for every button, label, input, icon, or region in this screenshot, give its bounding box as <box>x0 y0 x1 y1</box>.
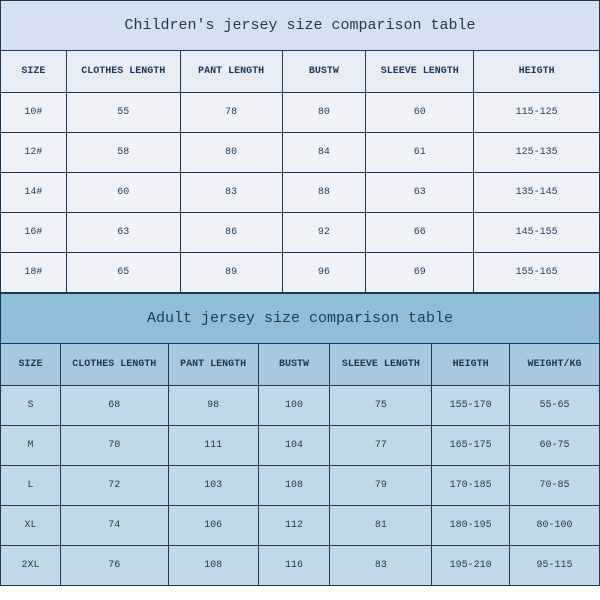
children-table: Children's jersey size comparison table … <box>0 0 600 293</box>
adult-cell: 180-195 <box>432 506 510 546</box>
children-header-cell: BUSTW <box>282 51 366 93</box>
adult-cell: 2XL <box>1 546 61 586</box>
adult-cell: 68 <box>60 386 168 426</box>
children-cell: 12# <box>1 133 67 173</box>
children-cell: 89 <box>180 253 282 293</box>
adult-cell: 83 <box>330 546 432 586</box>
adult-header-cell: PANT LENGTH <box>168 344 258 386</box>
table-row: 18#65899669155-165 <box>1 253 600 293</box>
children-cell: 14# <box>1 173 67 213</box>
adult-cell: 74 <box>60 506 168 546</box>
children-cell: 66 <box>366 213 474 253</box>
adult-table: Adult jersey size comparison table SIZEC… <box>0 293 600 586</box>
children-header-cell: PANT LENGTH <box>180 51 282 93</box>
children-header-row: SIZECLOTHES LENGTHPANT LENGTHBUSTWSLEEVE… <box>1 51 600 93</box>
adult-cell: 170-185 <box>432 466 510 506</box>
table-row: 14#60838863135-145 <box>1 173 600 213</box>
children-cell: 63 <box>366 173 474 213</box>
children-title: Children's jersey size comparison table <box>1 1 600 51</box>
children-cell: 60 <box>66 173 180 213</box>
children-cell: 16# <box>1 213 67 253</box>
adult-cell: 60-75 <box>510 426 600 466</box>
adult-cell: 75 <box>330 386 432 426</box>
adult-cell: 195-210 <box>432 546 510 586</box>
adult-cell: 72 <box>60 466 168 506</box>
children-cell: 10# <box>1 93 67 133</box>
children-cell: 86 <box>180 213 282 253</box>
children-header-cell: SIZE <box>1 51 67 93</box>
adult-cell: 106 <box>168 506 258 546</box>
children-cell: 18# <box>1 253 67 293</box>
children-cell: 135-145 <box>474 173 600 213</box>
adult-cell: 95-115 <box>510 546 600 586</box>
children-cell: 65 <box>66 253 180 293</box>
table-row: XL7410611281180-19580-100 <box>1 506 600 546</box>
adult-cell: 111 <box>168 426 258 466</box>
adult-header-cell: CLOTHES LENGTH <box>60 344 168 386</box>
children-cell: 92 <box>282 213 366 253</box>
children-cell: 83 <box>180 173 282 213</box>
adult-header-cell: BUSTW <box>258 344 330 386</box>
children-cell: 69 <box>366 253 474 293</box>
adult-cell: 104 <box>258 426 330 466</box>
adult-cell: 165-175 <box>432 426 510 466</box>
adult-cell: M <box>1 426 61 466</box>
adult-header-row: SIZECLOTHES LENGTHPANT LENGTHBUSTWSLEEVE… <box>1 344 600 386</box>
adult-cell: 79 <box>330 466 432 506</box>
adult-cell: 98 <box>168 386 258 426</box>
adult-cell: 116 <box>258 546 330 586</box>
adult-cell: L <box>1 466 61 506</box>
children-cell: 58 <box>66 133 180 173</box>
adult-cell: 77 <box>330 426 432 466</box>
adult-cell: 70-85 <box>510 466 600 506</box>
adult-header-cell: WEIGHT/KG <box>510 344 600 386</box>
size-chart-wrapper: Children's jersey size comparison table … <box>0 0 600 586</box>
adult-header-cell: HEIGTH <box>432 344 510 386</box>
adult-cell: 80-100 <box>510 506 600 546</box>
children-cell: 84 <box>282 133 366 173</box>
children-header-cell: CLOTHES LENGTH <box>66 51 180 93</box>
adult-cell: 108 <box>258 466 330 506</box>
table-row: L7210310879170-18570-85 <box>1 466 600 506</box>
adult-cell: 55-65 <box>510 386 600 426</box>
children-header-cell: SLEEVE LENGTH <box>366 51 474 93</box>
children-cell: 80 <box>180 133 282 173</box>
table-row: 10#55788060115-125 <box>1 93 600 133</box>
adult-cell: 70 <box>60 426 168 466</box>
adult-cell: 103 <box>168 466 258 506</box>
adult-cell: 108 <box>168 546 258 586</box>
adult-cell: XL <box>1 506 61 546</box>
table-row: M7011110477165-17560-75 <box>1 426 600 466</box>
children-cell: 63 <box>66 213 180 253</box>
adult-title-row: Adult jersey size comparison table <box>1 294 600 344</box>
children-cell: 125-135 <box>474 133 600 173</box>
adult-cell: S <box>1 386 61 426</box>
table-row: S689810075155-17055-65 <box>1 386 600 426</box>
adult-cell: 76 <box>60 546 168 586</box>
adult-header-cell: SIZE <box>1 344 61 386</box>
adult-title: Adult jersey size comparison table <box>1 294 600 344</box>
children-cell: 78 <box>180 93 282 133</box>
adult-cell: 112 <box>258 506 330 546</box>
children-cell: 145-155 <box>474 213 600 253</box>
adult-cell: 155-170 <box>432 386 510 426</box>
children-cell: 96 <box>282 253 366 293</box>
table-row: 12#58808461125-135 <box>1 133 600 173</box>
children-cell: 80 <box>282 93 366 133</box>
table-row: 2XL7610811683195-21095-115 <box>1 546 600 586</box>
children-cell: 155-165 <box>474 253 600 293</box>
children-cell: 60 <box>366 93 474 133</box>
children-header-cell: HEIGTH <box>474 51 600 93</box>
children-cell: 55 <box>66 93 180 133</box>
children-cell: 61 <box>366 133 474 173</box>
children-cell: 115-125 <box>474 93 600 133</box>
children-cell: 88 <box>282 173 366 213</box>
adult-cell: 81 <box>330 506 432 546</box>
adult-header-cell: SLEEVE LENGTH <box>330 344 432 386</box>
table-row: 16#63869266145-155 <box>1 213 600 253</box>
children-title-row: Children's jersey size comparison table <box>1 1 600 51</box>
adult-cell: 100 <box>258 386 330 426</box>
